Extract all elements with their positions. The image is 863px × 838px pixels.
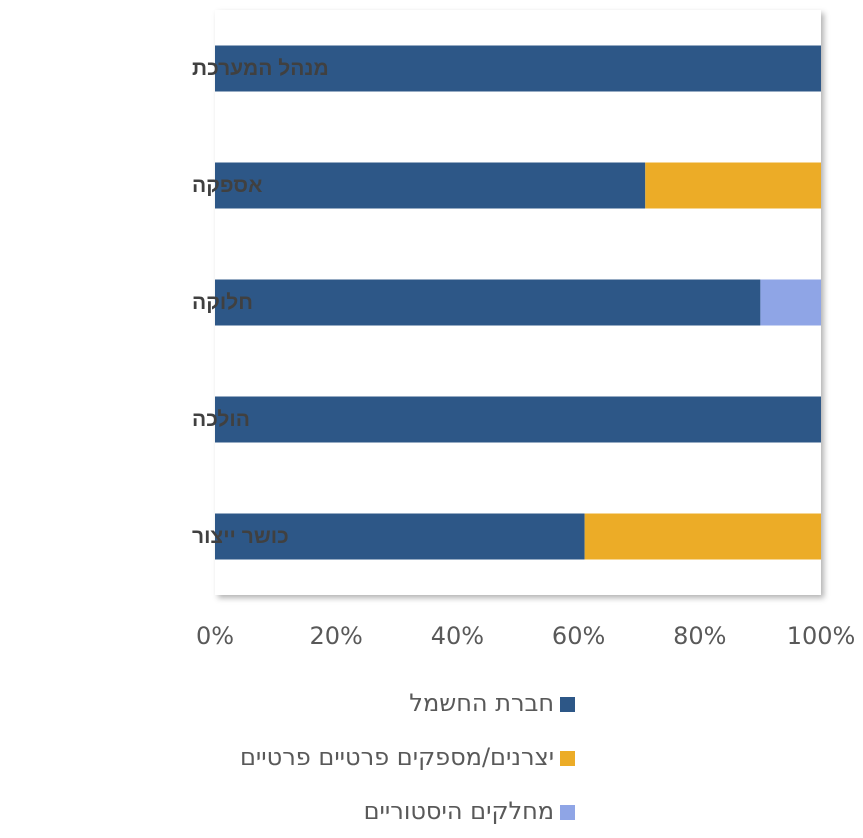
legend-swatch bbox=[560, 697, 576, 712]
x-tick-label: 60% bbox=[552, 622, 605, 650]
stacked-bar-chart: מנהל המערכת אספקה חלוקה הולכה כושר ייצור 0% 2… bbox=[192, 10, 855, 650]
legend-swatch bbox=[560, 751, 576, 766]
bar-segment bbox=[215, 513, 585, 560]
legend-item: יצרנים/מספקים פרטיים פרטיים bbox=[240, 730, 576, 784]
legend-item: חברת החשמל bbox=[240, 676, 576, 730]
bar-segment bbox=[760, 279, 821, 326]
legend-swatch bbox=[560, 805, 576, 820]
bar-segment bbox=[215, 162, 646, 209]
bar-segment bbox=[645, 162, 821, 209]
legend-item: מחלקים היסטוריים bbox=[240, 784, 576, 838]
bar-segment bbox=[215, 45, 821, 92]
category-label: הולכה bbox=[192, 408, 250, 431]
bars-group bbox=[215, 45, 821, 560]
x-tick-label: 40% bbox=[431, 622, 484, 650]
bar-segment bbox=[584, 513, 821, 560]
category-label: מנהל המערכת bbox=[192, 57, 329, 80]
x-tick-label: 20% bbox=[310, 622, 363, 650]
legend-label: חברת החשמל bbox=[409, 689, 555, 717]
x-axis-ticks: 0% 20% 40% 60% 80% 100% bbox=[196, 622, 855, 650]
legend-label: יצרנים/מספקים פרטיים פרטיים bbox=[240, 743, 555, 771]
legend-label: מחלקים היסטוריים bbox=[363, 797, 555, 825]
category-labels: מנהל המערכת אספקה חלוקה הולכה כושר ייצור bbox=[192, 57, 329, 548]
bar-segment bbox=[215, 396, 821, 443]
x-tick-label: 80% bbox=[673, 622, 726, 650]
x-tick-label: 100% bbox=[787, 622, 856, 650]
legend: חברת החשמל יצרנים/מספקים פרטיים פרטיים מחל… bbox=[240, 676, 576, 838]
category-label: אספקה bbox=[192, 174, 262, 197]
x-tick-label: 0% bbox=[196, 622, 234, 650]
category-label: חלוקה bbox=[192, 291, 253, 314]
bar-segment bbox=[215, 279, 761, 326]
category-label: כושר ייצור bbox=[192, 525, 289, 548]
